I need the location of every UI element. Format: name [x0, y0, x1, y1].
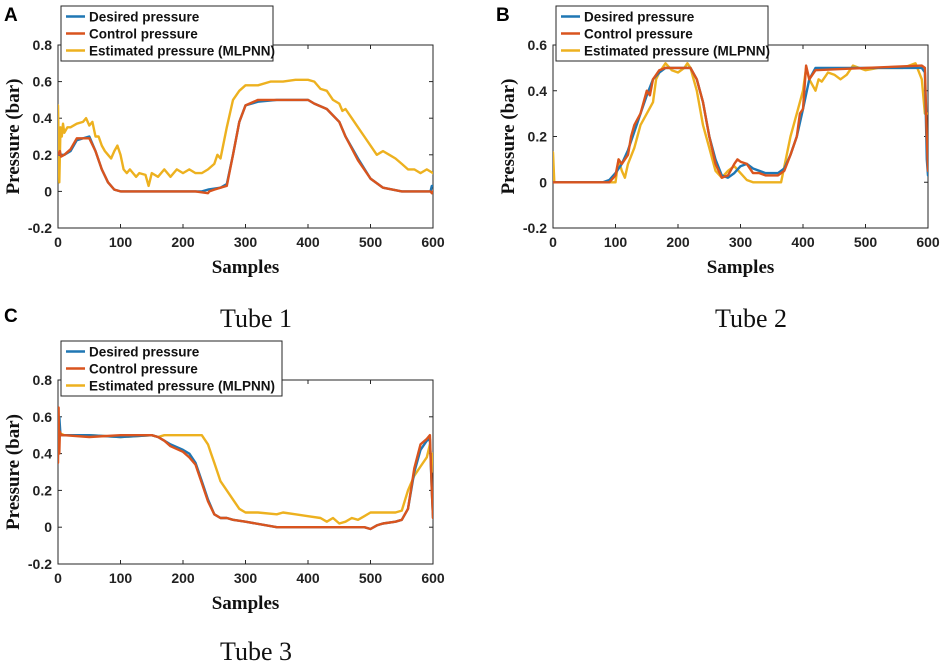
p3-xtick-label: 0	[54, 570, 62, 586]
p2-ytick-label: 0	[539, 174, 547, 190]
p1-legend-box	[60, 5, 274, 62]
p3-ytick-label: 0	[44, 519, 52, 535]
p1-xtick-label: 500	[359, 234, 383, 250]
p3-xtick-label: 200	[171, 570, 195, 586]
p1-xtick-label: 400	[296, 234, 320, 250]
p3-legend-label: Control pressure	[89, 362, 198, 377]
p2-legend-label: Estimated pressure (MLPNN)	[584, 44, 770, 59]
p1-legend-label: Desired pressure	[89, 10, 200, 25]
p2-legend-label: Control pressure	[584, 27, 693, 42]
p3-ytick-label: -0.2	[28, 556, 52, 572]
p2-xtick-label: 0	[549, 234, 557, 250]
p1-xtick-label: 100	[109, 234, 133, 250]
p2-xtick-label: 200	[666, 234, 690, 250]
p3-plot-area	[57, 379, 434, 565]
p1-line-control-pressure	[58, 98, 433, 195]
p2-series-group	[553, 62, 928, 184]
p2-xtick-label: 500	[854, 234, 878, 250]
p2-xtick-label: 300	[729, 234, 753, 250]
p2-plot-area	[552, 44, 929, 229]
p1-legend-label: Control pressure	[89, 27, 198, 42]
p2-ytick-label: 0.6	[528, 37, 548, 53]
p3-xtick-label: 500	[359, 570, 383, 586]
panel-tube-2: B Tube 2 -0.200.20.40.60 100 200 300 400 500 6…	[496, 5, 940, 333]
p2-xtick-label: 100	[604, 234, 628, 250]
p3-line-control-pressure	[58, 406, 433, 531]
p1-line-estimated-pressure-mlpnn	[58, 78, 433, 188]
p3-xtick-label: 100	[109, 570, 133, 586]
p1-ytick-label: 0.6	[33, 74, 53, 90]
p2-xlabel: Samples	[707, 257, 775, 278]
p3-legend-label: Desired pressure	[89, 345, 200, 360]
p3-series-group	[58, 406, 433, 531]
p2-ytick-label: 0.4	[528, 83, 548, 99]
p1-xtick-label: 600	[421, 234, 445, 250]
panel-letter-b: B	[496, 5, 510, 26]
p3-legend-label: Estimated pressure (MLPNN)	[89, 379, 275, 394]
p3-xtick-label: 600	[421, 570, 445, 586]
p3-line-estimated-pressure-mlpnn	[58, 432, 433, 525]
p3-xtick-label: 300	[234, 570, 258, 586]
p2-ytick-label: -0.2	[523, 220, 547, 236]
p2-line-control-pressure	[553, 64, 928, 184]
p1-series-group	[58, 78, 433, 195]
p3-ytick-label: 0.2	[33, 482, 53, 498]
caption-tube-1: Tube 1	[220, 304, 292, 333]
p2-ytick-label: 0.2	[528, 129, 548, 145]
p1-legend-label: Estimated pressure (MLPNN)	[89, 44, 275, 59]
panel-letter-c: C	[4, 306, 18, 327]
panel-tube-3: C Tube 3 -0.200.20.40.60.80 100 200 300 400 5…	[3, 306, 445, 665]
p1-ytick-label: 0.2	[33, 147, 53, 163]
p3-legend-box	[60, 340, 283, 397]
p2-ylabel: Pressure (bar)	[498, 79, 519, 195]
caption-tube-3: Tube 3	[220, 637, 292, 665]
p1-ytick-label: -0.2	[28, 220, 52, 236]
p3-ytick-label: 0.4	[33, 446, 53, 462]
p1-xtick-label: 300	[234, 234, 258, 250]
p1-ytick-label: 0	[44, 183, 52, 199]
p3-ylabel: Pressure (bar)	[3, 414, 24, 530]
p1-xtick-label: 200	[171, 234, 195, 250]
p3-ytick-label: 0.6	[33, 409, 53, 425]
p1-ytick-label: 0.8	[33, 37, 53, 53]
p2-legend-label: Desired pressure	[584, 10, 695, 25]
p3-ytick-label: 0.8	[33, 372, 53, 388]
panel-letter-a: A	[4, 5, 18, 26]
p2-xtick-label: 400	[791, 234, 815, 250]
p2-xtick-label: 600	[916, 234, 940, 250]
panel-tube-1: A Tube 1 -0.200.20.40.60.80 100 200 300 400 5…	[3, 5, 445, 333]
p1-ytick-label: 0.4	[33, 110, 53, 126]
p1-xlabel: Samples	[212, 257, 280, 278]
p2-legend-box	[555, 5, 769, 62]
p3-xlabel: Samples	[212, 593, 280, 614]
p3-xtick-label: 400	[296, 570, 320, 586]
p1-plot-area	[57, 44, 434, 229]
p1-xtick-label: 0	[54, 234, 62, 250]
caption-tube-2: Tube 2	[715, 304, 787, 333]
p1-ylabel: Pressure (bar)	[3, 79, 24, 195]
